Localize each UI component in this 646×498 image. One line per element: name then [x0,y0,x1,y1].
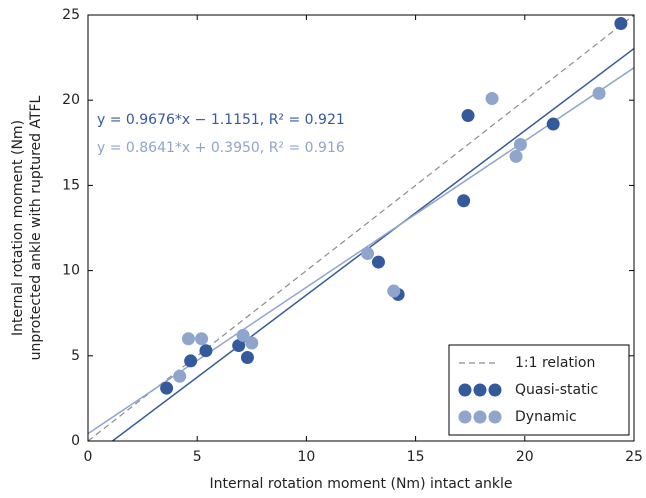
point [457,194,471,208]
point [485,91,499,105]
x-tick-label: 20 [516,449,534,465]
point [232,339,246,353]
y-tick-label: 5 [71,348,80,364]
point [513,138,527,152]
legend-marker [458,410,472,424]
point [371,255,385,269]
point [546,117,560,131]
point [181,332,195,346]
plot-frame [87,14,635,442]
annotation: y = 0.9676*x − 1.1151, R² = 0.921 [97,112,345,128]
point [592,86,606,100]
point [184,354,198,368]
point [173,369,187,383]
legend-marker [488,410,502,424]
point [361,247,375,261]
x-tick-label: 10 [297,449,315,465]
y-axis-label: Internal rotation moment (Nm) [10,120,26,336]
x-tick-label: 5 [193,449,202,465]
point [387,284,401,298]
x-tick-label: 25 [625,449,643,465]
point [461,109,475,123]
legend-label: Quasi-static [515,382,598,398]
legend-marker [473,410,487,424]
annotation: y = 0.8641*x + 0.3950, R² = 0.916 [97,140,345,156]
legend-marker [473,383,487,397]
x-tick-label: 15 [407,449,425,465]
point [236,328,250,342]
y-tick-label: 25 [62,7,80,23]
y-axis-label: unprotected ankle with ruptured ATFL [28,95,44,360]
point [614,17,628,31]
legend-marker [458,383,472,397]
x-tick-label: 0 [84,449,93,465]
legend-marker [488,383,502,397]
point [240,351,254,365]
y-tick-label: 20 [62,92,80,108]
legend-label: 1:1 relation [515,355,595,371]
point [160,381,174,395]
y-tick-label: 10 [62,263,80,279]
fit-line [111,47,634,441]
point [509,149,523,163]
point [199,344,213,358]
x-axis-label: Internal rotation moment (Nm) intact ank… [209,476,512,492]
point [245,336,259,350]
y-tick-label: 0 [71,433,80,449]
y-tick-label: 15 [62,177,80,193]
point [195,332,209,346]
legend-label: Dynamic [515,409,577,425]
